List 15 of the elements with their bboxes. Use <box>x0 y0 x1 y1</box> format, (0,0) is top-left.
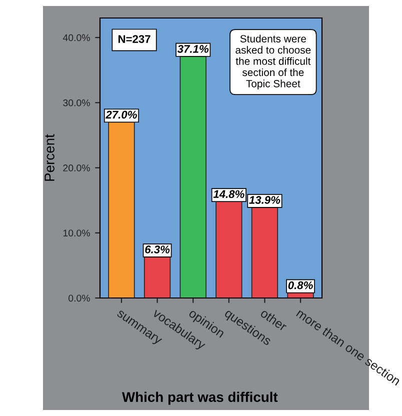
y-tick-label: 40.0% <box>62 34 90 42</box>
data-label: 0.8% <box>288 281 313 290</box>
data-label: 6.3% <box>145 246 170 254</box>
y-axis-title: Percent <box>44 134 54 181</box>
data-label: 13.9% <box>249 196 280 204</box>
annotation: Students were asked to choose the most difficult section of the Topic Sheet <box>236 34 311 90</box>
x-axis-title: Which part was difficult <box>122 392 278 405</box>
annotation: N=237 <box>118 35 150 43</box>
data-label: 27.0% <box>106 110 137 119</box>
data-label: 37.1% <box>177 44 209 53</box>
y-tick-label: 0.0% <box>68 294 90 302</box>
y-tick-label: 20.0% <box>63 164 90 172</box>
data-label: 14.8% <box>213 190 244 198</box>
y-tick-label: 30.0% <box>63 99 90 106</box>
y-tick-label: 10.0% <box>63 230 90 236</box>
